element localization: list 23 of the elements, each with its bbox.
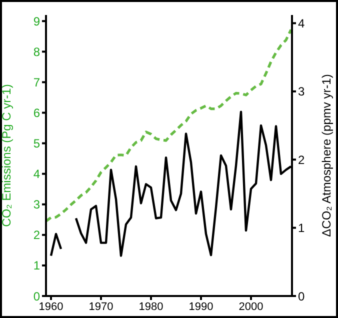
x-tick-label: 1960 [38, 300, 64, 313]
y-tick-label: 3 [33, 198, 40, 212]
y-tick-label: 0 [33, 289, 40, 304]
y2-tick-label: 1 [298, 221, 305, 236]
y2-tick-label: 0 [298, 289, 305, 304]
y-tick-label: 2 [33, 228, 40, 242]
y2-axis-title: ΔCO₂ Atmosphere (ppmv yr-1) [319, 74, 334, 237]
x-tick-label: 1990 [188, 300, 214, 313]
y-tick-label: 1 [33, 258, 40, 273]
line-series [46, 28, 292, 222]
y-tick-label: 7 [33, 75, 40, 90]
y2-tick-label: 2 [298, 152, 305, 167]
y-tick-label: 4 [33, 167, 40, 182]
x-tick-label: 1970 [88, 300, 114, 313]
y-tick-label: 6 [33, 106, 40, 120]
y-tick-label: 9 [33, 14, 40, 28]
y-tick-label: 8 [33, 44, 40, 59]
y2-tick-label: 3 [298, 84, 305, 99]
y-tick-label: 5 [33, 136, 40, 151]
y-axis-title: CO₂ Emissions (Pg C yr-1) [0, 84, 14, 227]
x-tick-label: 1980 [138, 300, 164, 313]
y2-tick-label: 4 [298, 16, 305, 30]
x-tick-label: 2000 [238, 300, 264, 313]
